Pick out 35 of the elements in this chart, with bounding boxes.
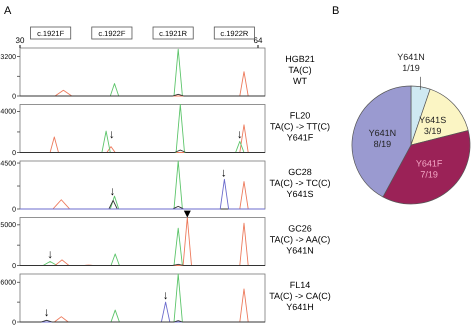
slice-label: Y641S xyxy=(419,115,446,126)
data-label: 3/19 xyxy=(424,126,442,136)
data-label: 8/19 xyxy=(374,138,392,149)
annotation: ↓ xyxy=(109,184,116,198)
annotation: ↓ xyxy=(236,127,243,142)
annotation: ↓ xyxy=(220,166,227,180)
data-label: 1/19 xyxy=(402,63,420,73)
text: TA(C) -> TC(C) xyxy=(270,178,330,188)
data-label: 7/19 xyxy=(420,169,438,180)
slice-label: Y641N xyxy=(397,52,425,62)
annotation: ↓ xyxy=(47,246,54,261)
text: TA(C) -> AA(C) xyxy=(270,234,330,244)
annotation: ▼ xyxy=(181,206,194,220)
text: HGB21 xyxy=(285,54,315,64)
annotation: ↓ xyxy=(108,127,115,142)
text: GC28 xyxy=(288,167,312,177)
chart-title: A xyxy=(4,5,12,17)
text: TA(C) -> CA(C) xyxy=(269,291,331,301)
text: Y641N xyxy=(286,246,314,256)
annotation: ↓ xyxy=(162,288,169,302)
text: WT xyxy=(293,76,308,86)
text: FL14 xyxy=(290,280,310,290)
text: FL20 xyxy=(290,110,310,120)
slice-label: Y641F xyxy=(416,158,443,168)
text: TA(C) xyxy=(288,65,312,75)
text: Y641F xyxy=(286,132,314,142)
text: Y641H xyxy=(286,302,314,312)
x-tick-label: 30 xyxy=(16,36,25,45)
chart-title: B xyxy=(332,5,340,17)
x-tick-label: 64 xyxy=(254,36,263,45)
text: TA(C) -> TT(C) xyxy=(270,122,330,132)
annotation: ↓ xyxy=(44,305,50,320)
text: GC26 xyxy=(288,224,312,234)
text: Y641S xyxy=(286,189,314,199)
slice-label: Y641N xyxy=(368,128,396,138)
